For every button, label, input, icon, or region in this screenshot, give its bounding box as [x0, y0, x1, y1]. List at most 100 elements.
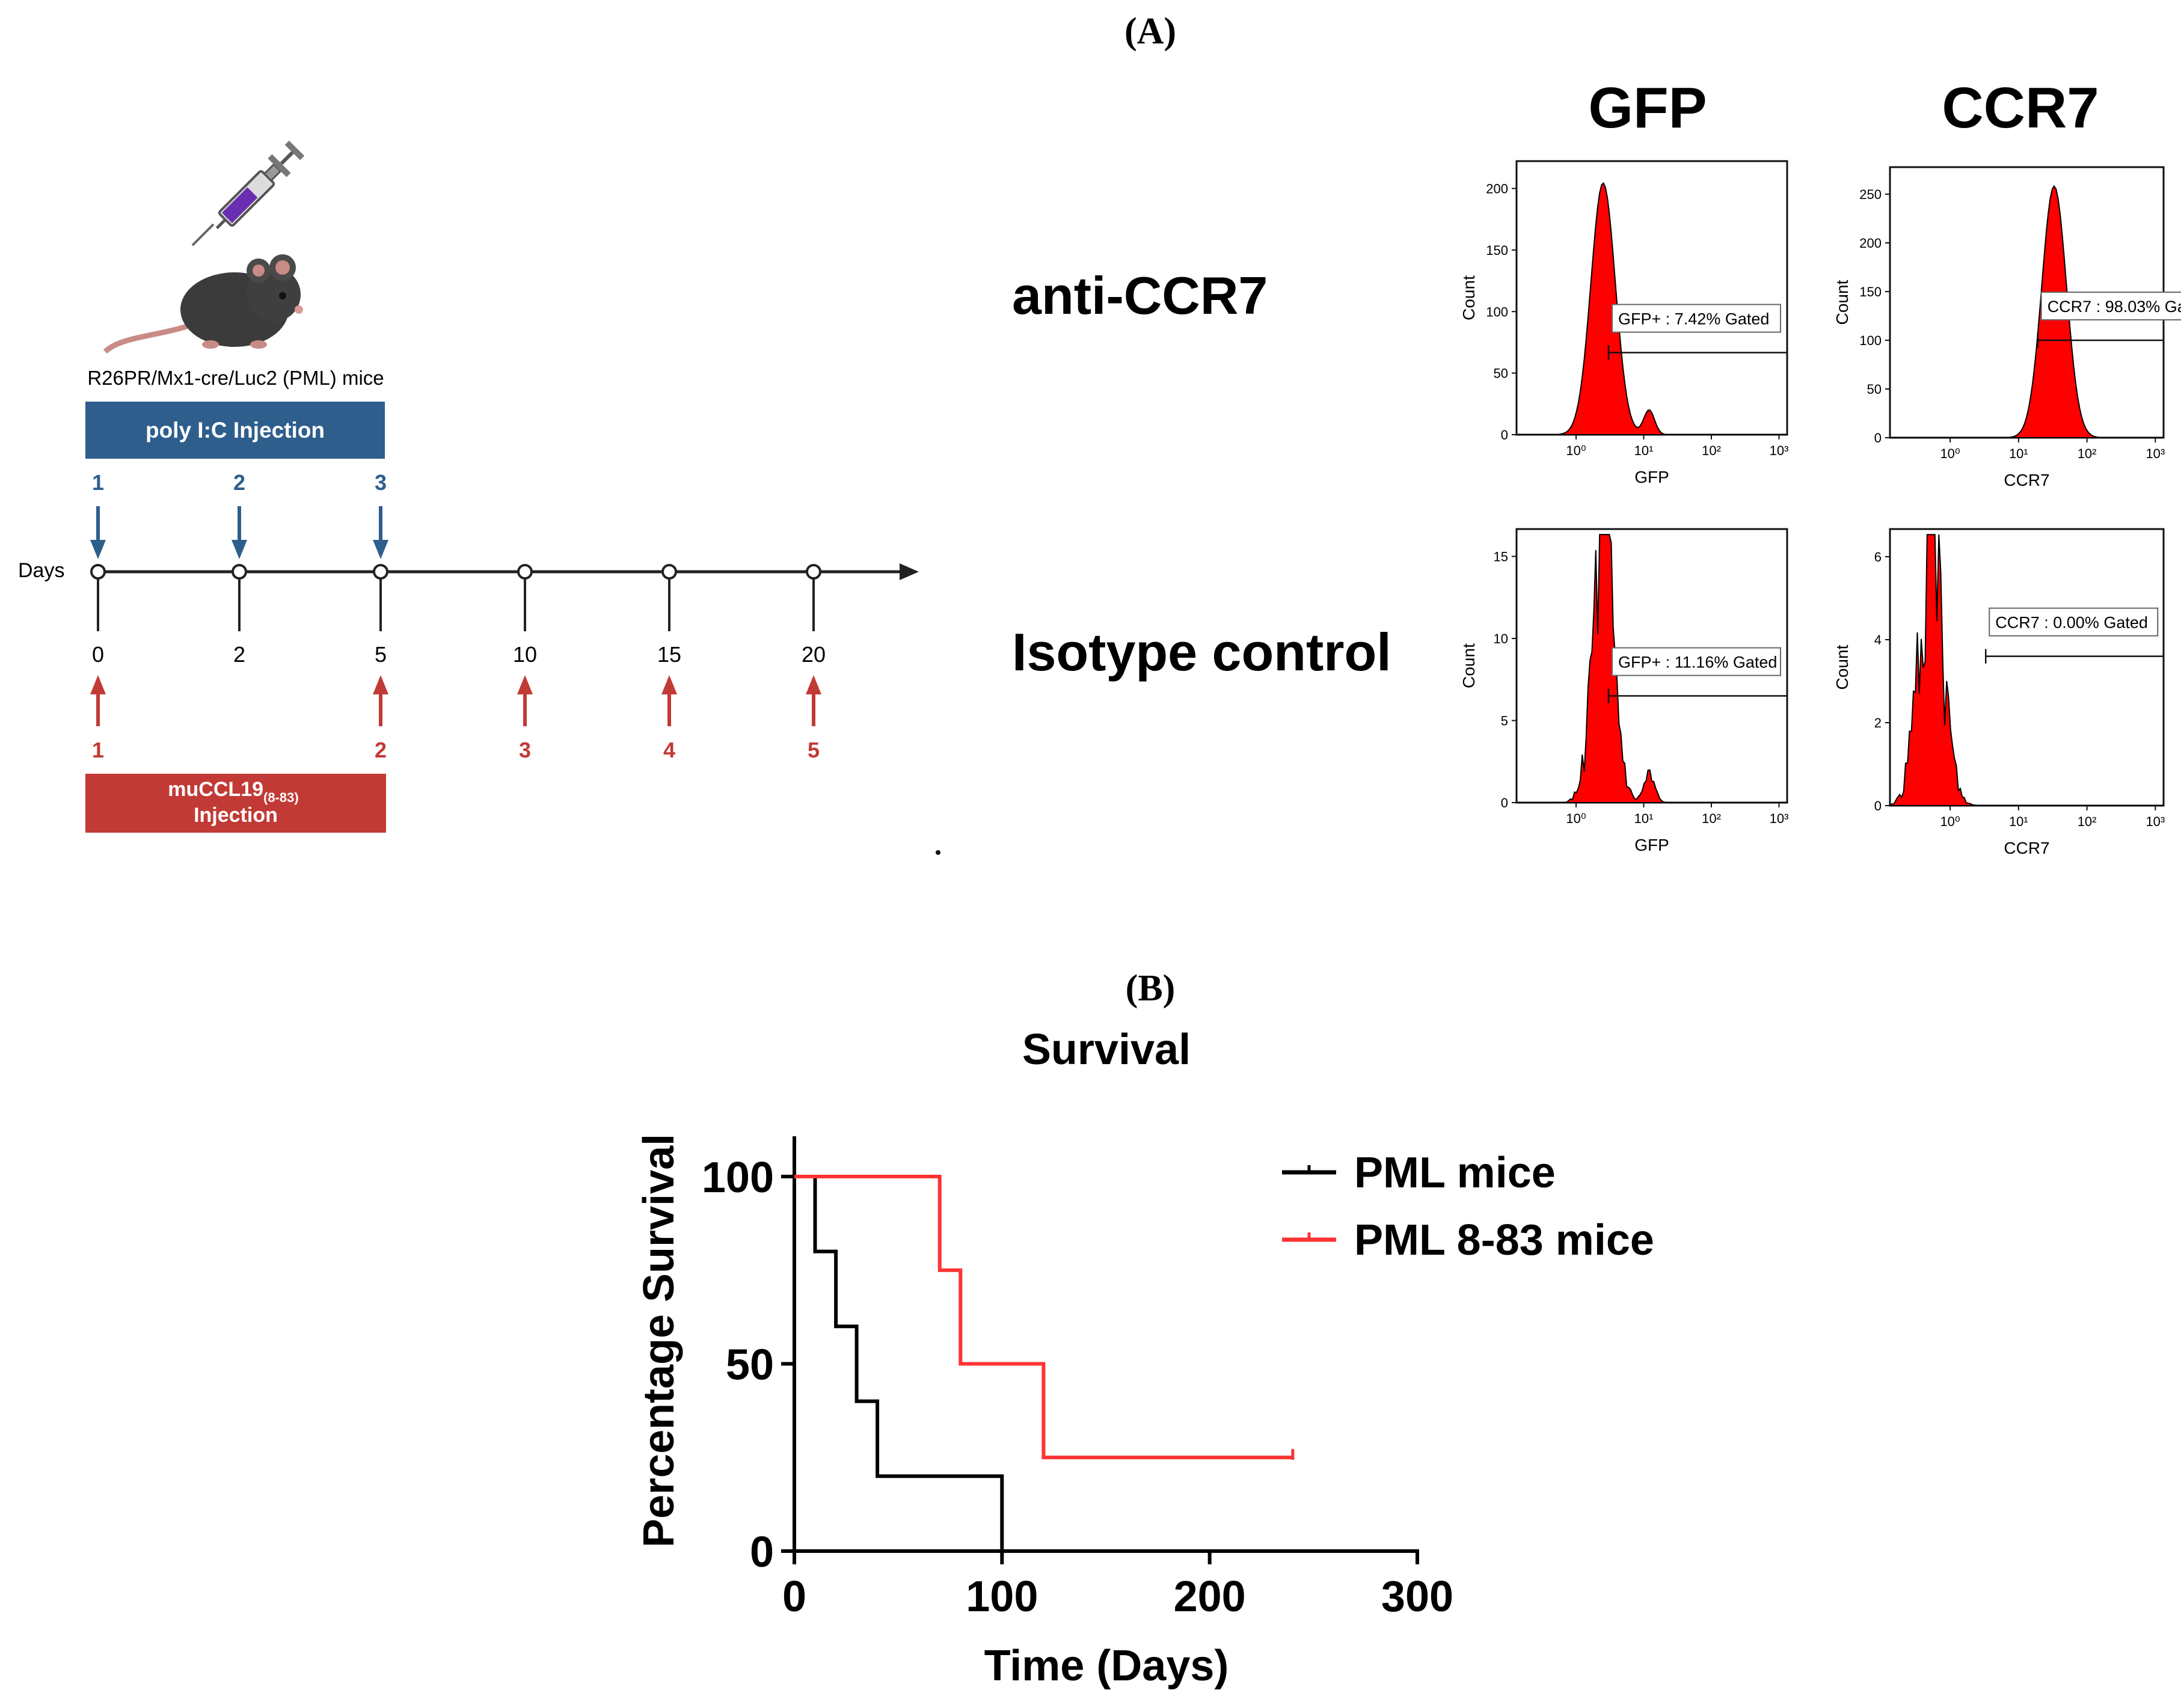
legend-label: PML 8-83 mice: [1354, 1216, 1654, 1264]
polyic-dose-number: 1: [92, 470, 104, 495]
y-axis-tick-label: 0: [750, 1528, 774, 1576]
y-tick-label: 5: [1501, 714, 1508, 729]
ccl19-injection-label: muCCL19(8-83): [168, 778, 298, 805]
ccl-marks: 1 2 3 4 5: [90, 675, 821, 762]
y-tick-label: 0: [1874, 798, 1882, 813]
y-tick-label: 150: [1859, 284, 1882, 299]
histogram-ylabel: Count: [1459, 275, 1478, 320]
chart-title: Survival: [1022, 1026, 1191, 1074]
polyic-arrowhead: [90, 540, 106, 559]
x-axis-tick-label: 0: [782, 1573, 806, 1621]
y-tick-label: 150: [1486, 243, 1508, 258]
day-tick-label: 5: [375, 642, 387, 667]
histogram-xlabel: GFP: [1634, 836, 1669, 854]
gate-label-box: [1612, 647, 1781, 676]
col-header-gfp: GFP: [1588, 76, 1707, 140]
histogram-frame: [1515, 160, 1788, 436]
panel-b-label: (B): [1126, 968, 1176, 1009]
histogram-fill: [1517, 534, 1787, 803]
polyic-dose-number: 2: [233, 470, 245, 495]
series-line-2: [794, 1175, 1293, 1460]
day-tick-label: 10: [513, 642, 537, 667]
chart-xlabel: Time (Days): [984, 1642, 1229, 1690]
y-tick-label: 50: [1494, 366, 1508, 381]
y-tick-label: 50: [1867, 382, 1882, 397]
histogram-fill: [1890, 185, 2164, 438]
polyic-injection-box: [85, 402, 385, 459]
days-label: Days: [18, 559, 64, 582]
gate-label: CCR7 : 98.03% Gated: [2048, 298, 2181, 316]
y-tick-label: 200: [1859, 236, 1882, 251]
y-tick-label: 250: [1859, 187, 1882, 202]
x-axis-tick-label: 300: [1381, 1573, 1453, 1621]
x-tick-label: 10²: [1702, 443, 1721, 458]
y-tick-label: 15: [1494, 549, 1508, 565]
day-tick-label: 15: [657, 642, 681, 667]
ccl-arrowhead: [373, 675, 388, 694]
syringe-icon: [191, 140, 305, 246]
gate-label: GFP+ : 7.42% Gated: [1618, 310, 1769, 328]
y-axis-tick-label: 100: [702, 1154, 774, 1202]
timeline-arrowhead: [900, 563, 919, 580]
ccl-arrowhead: [90, 675, 106, 694]
mouse-icon: [103, 254, 303, 354]
x-tick-label: 10³: [1770, 811, 1789, 826]
timeline-node: [232, 564, 247, 580]
flow-histogram-1: GFP+ : 7.42% Gated 0 50 100 150 200 10⁰ 10¹ 10² 1…: [1459, 160, 1789, 486]
x-tick-label: 10⁰: [1940, 446, 1960, 461]
ccl-dose-number: 2: [375, 738, 387, 762]
row-label-anti-ccr7: anti-CCR7: [1012, 266, 1268, 325]
mouse-strain-caption: R26PR/Mx1-cre/Luc2 (PML) mice: [87, 367, 384, 389]
ccl19-injection-box: [85, 774, 386, 833]
timeline-node: [806, 564, 821, 580]
x-axis-tick-label: 100: [966, 1573, 1038, 1621]
series-line-1: [794, 1175, 1004, 1551]
day-tick-label: 20: [802, 642, 826, 667]
y-tick-label: 10: [1494, 631, 1508, 646]
histogram-xlabel: CCR7: [2004, 839, 2049, 857]
col-header-ccr7: CCR7: [1942, 76, 2099, 140]
histogram-xlabel: CCR7: [2004, 471, 2049, 489]
day-tick-label: 2: [233, 642, 245, 667]
polyic-arrowhead: [232, 540, 247, 559]
histogram-xlabel: GFP: [1634, 468, 1669, 486]
gate-label-box: [2040, 292, 2181, 320]
y-tick-label: 100: [1859, 333, 1882, 348]
histogram-ylabel: Count: [1459, 643, 1478, 688]
y-tick-label: 6: [1874, 549, 1882, 565]
stray-dot: [936, 850, 940, 855]
ccl-dose-number: 5: [808, 738, 820, 762]
x-tick-label: 10⁰: [1940, 814, 1960, 829]
y-tick-label: 0: [1501, 427, 1508, 442]
y-tick-label: 0: [1501, 795, 1508, 810]
timeline-node: [373, 564, 388, 580]
x-tick-label: 10³: [2146, 446, 2165, 461]
x-tick-label: 10²: [2078, 814, 2097, 829]
x-tick-label: 10²: [1702, 811, 1721, 826]
x-tick-label: 10¹: [2009, 446, 2028, 461]
ccl19-main: muCCL19: [168, 778, 263, 801]
polyic-dose-number: 3: [375, 470, 387, 495]
x-tick-label: 10²: [2078, 446, 2097, 461]
histogram-fill: [1889, 534, 2164, 806]
histogram-fill: [1517, 182, 1787, 435]
ccl-arrowhead: [661, 675, 677, 694]
flow-histogram-2: CCR7 : 98.03% Gated 0 50 100 150 200 250 10⁰ 10¹…: [1833, 166, 2181, 489]
row-label-isotype: Isotype control: [1012, 622, 1391, 682]
y-tick-label: 200: [1486, 182, 1508, 197]
y-axis-tick-label: 50: [726, 1341, 774, 1389]
x-tick-label: 10³: [1770, 443, 1789, 458]
y-tick-label: 100: [1486, 304, 1508, 319]
gate-label: GFP+ : 11.16% Gated: [1618, 654, 1777, 672]
legend-label: PML mice: [1354, 1149, 1556, 1197]
ccl-dose-number: 1: [92, 738, 104, 762]
x-tick-label: 10⁰: [1566, 443, 1586, 458]
x-tick-label: 10¹: [1634, 443, 1654, 458]
x-axis-tick-label: 200: [1174, 1573, 1246, 1621]
timeline-node: [661, 564, 677, 580]
x-tick-label: 10⁰: [1566, 811, 1586, 826]
histogram-ylabel: Count: [1833, 280, 1851, 325]
ccl-dose-number: 4: [663, 738, 675, 762]
ccl19-injection-line2: Injection: [194, 804, 278, 827]
